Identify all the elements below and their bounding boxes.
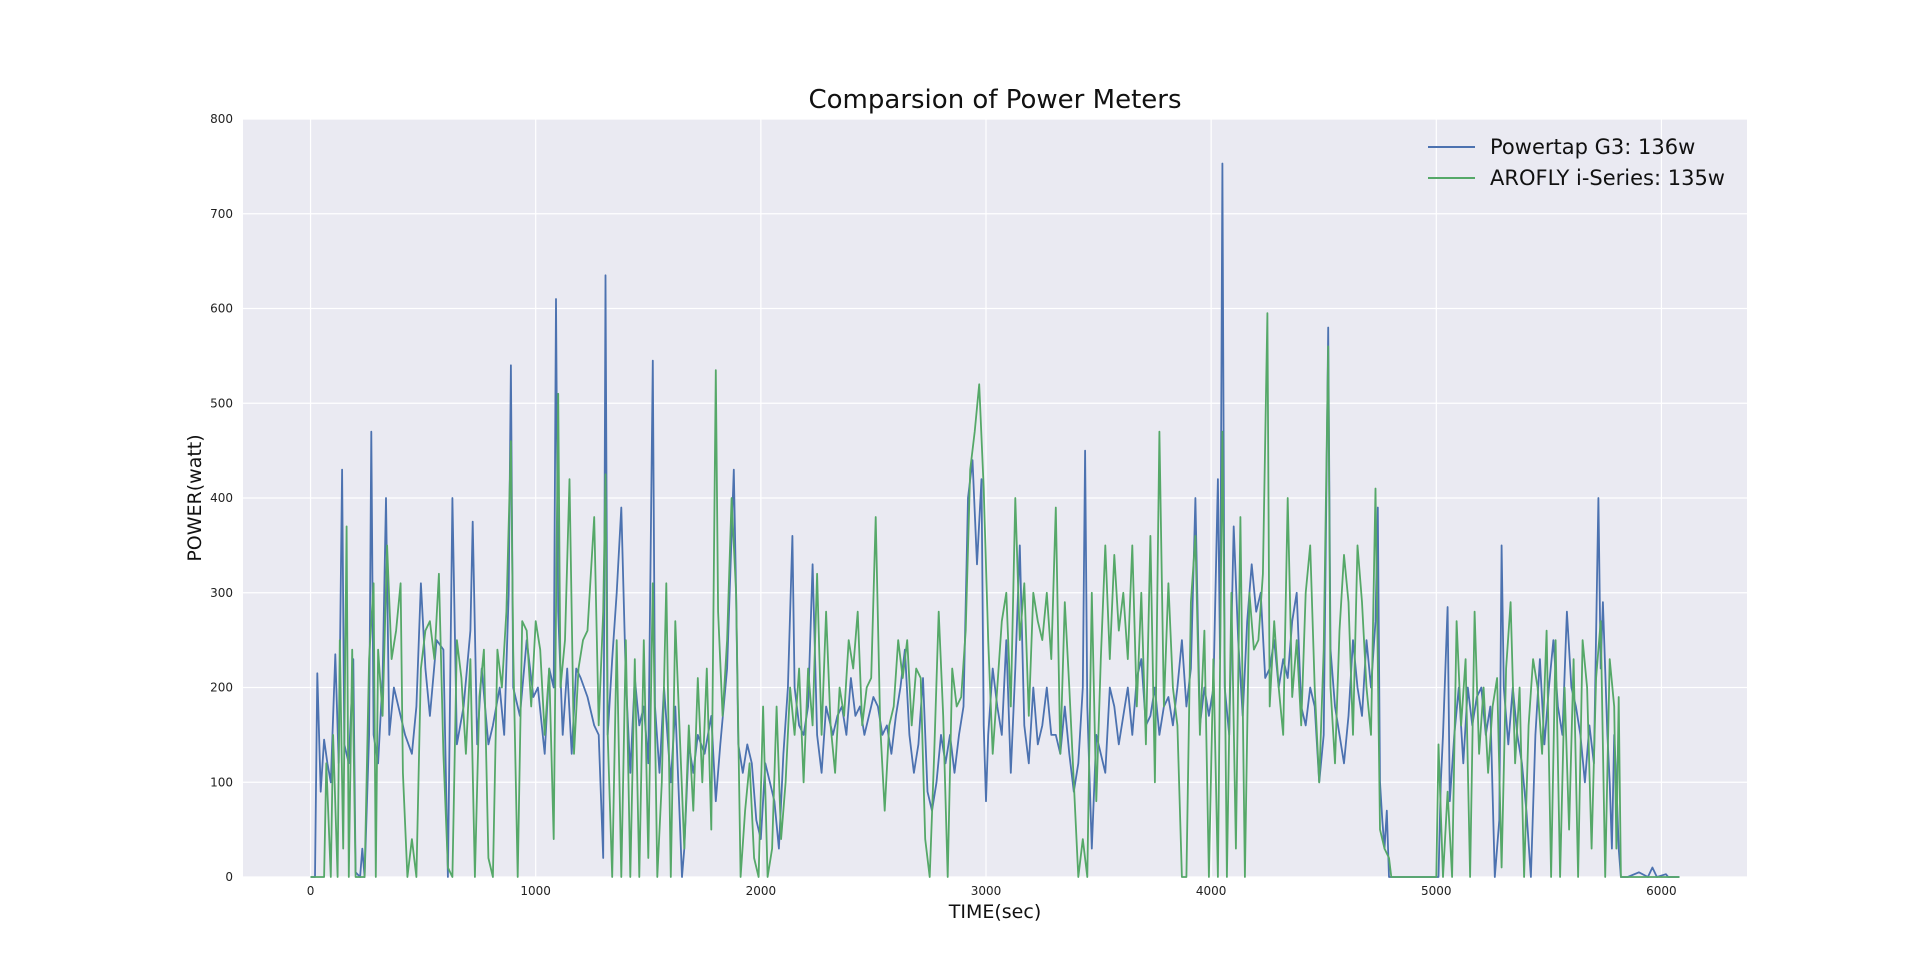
- y-tick-label: 400: [210, 491, 233, 505]
- y-tick-label: 600: [210, 302, 233, 316]
- x-tick-label: 1000: [520, 884, 551, 898]
- y-axis-ticks: 0 100 200 300 400 500 600 700 800: [210, 112, 233, 884]
- y-tick-label: 500: [210, 396, 233, 410]
- x-tick-label: 3000: [971, 884, 1002, 898]
- y-tick-label: 200: [210, 681, 233, 695]
- series-lines: [310, 162, 1680, 878]
- y-axis-label: POWER(watt): [184, 434, 206, 561]
- y-tick-label: 800: [210, 112, 233, 126]
- y-tick-label: 300: [210, 586, 233, 600]
- legend: Powertap G3: 136w AROFLY i-Series: 135w: [1428, 135, 1725, 190]
- y-tick-label: 700: [210, 207, 233, 221]
- y-tick-label: 0: [225, 870, 233, 884]
- x-tick-label: 6000: [1646, 884, 1677, 898]
- x-axis-ticks: 0 1000 2000 3000 4000 5000 6000: [307, 884, 1677, 898]
- series-line-1: [310, 162, 1680, 878]
- x-tick-label: 5000: [1421, 884, 1452, 898]
- x-tick-label: 2000: [746, 884, 777, 898]
- x-tick-label: 0: [307, 884, 315, 898]
- legend-label: Powertap G3: 136w: [1490, 135, 1695, 159]
- chart-title: Comparsion of Power Meters: [809, 85, 1182, 115]
- y-tick-label: 100: [210, 775, 233, 789]
- series-line-2: [310, 312, 1680, 878]
- x-axis-label: TIME(sec): [948, 901, 1041, 923]
- x-tick-label: 4000: [1196, 884, 1227, 898]
- legend-label: AROFLY i-Series: 135w: [1490, 166, 1725, 190]
